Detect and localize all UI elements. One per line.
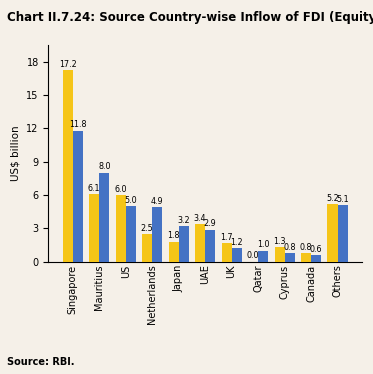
Bar — [285, 253, 295, 262]
Text: 5.0: 5.0 — [125, 196, 137, 205]
Y-axis label: US$ billion: US$ billion — [11, 126, 21, 181]
Bar — [222, 243, 232, 262]
Bar — [232, 248, 242, 262]
Text: 0.8: 0.8 — [283, 243, 296, 252]
Text: 11.8: 11.8 — [69, 120, 87, 129]
Bar — [99, 173, 109, 262]
Text: 5.2: 5.2 — [326, 194, 339, 203]
Bar — [258, 251, 268, 262]
Text: 0.8: 0.8 — [300, 243, 312, 252]
Text: 1.3: 1.3 — [273, 237, 286, 246]
Bar — [89, 194, 99, 262]
Text: 3.4: 3.4 — [194, 214, 206, 223]
Text: 8.0: 8.0 — [98, 162, 110, 171]
Bar — [169, 242, 179, 262]
Text: 6.1: 6.1 — [88, 184, 100, 193]
Text: 17.2: 17.2 — [59, 60, 76, 69]
Text: 0.0: 0.0 — [247, 251, 259, 260]
Bar — [327, 204, 338, 262]
Bar — [116, 195, 126, 262]
Text: 1.8: 1.8 — [167, 232, 180, 240]
Bar — [195, 224, 205, 262]
Bar — [142, 234, 152, 262]
Text: 6.0: 6.0 — [115, 185, 127, 194]
Bar — [73, 131, 83, 262]
Text: 1.0: 1.0 — [257, 240, 269, 249]
Text: 1.7: 1.7 — [220, 233, 233, 242]
Bar — [126, 206, 136, 262]
Text: 1.2: 1.2 — [231, 238, 243, 247]
Text: 0.6: 0.6 — [310, 245, 322, 254]
Text: 2.5: 2.5 — [141, 224, 154, 233]
Text: 4.9: 4.9 — [151, 197, 163, 206]
Bar — [275, 247, 285, 262]
Text: 5.1: 5.1 — [336, 195, 349, 204]
Text: 2.9: 2.9 — [204, 219, 217, 228]
Text: Chart II.7.24: Source Country-wise Inflow of FDI (Equity): Chart II.7.24: Source Country-wise Inflo… — [7, 11, 373, 24]
Text: 3.2: 3.2 — [178, 216, 190, 225]
Text: Source: RBI.: Source: RBI. — [7, 356, 75, 367]
Bar — [63, 70, 73, 262]
Bar — [152, 207, 162, 262]
Bar — [301, 253, 311, 262]
Bar — [311, 255, 321, 262]
Bar — [338, 205, 348, 262]
Bar — [179, 226, 189, 262]
Bar — [205, 230, 215, 262]
